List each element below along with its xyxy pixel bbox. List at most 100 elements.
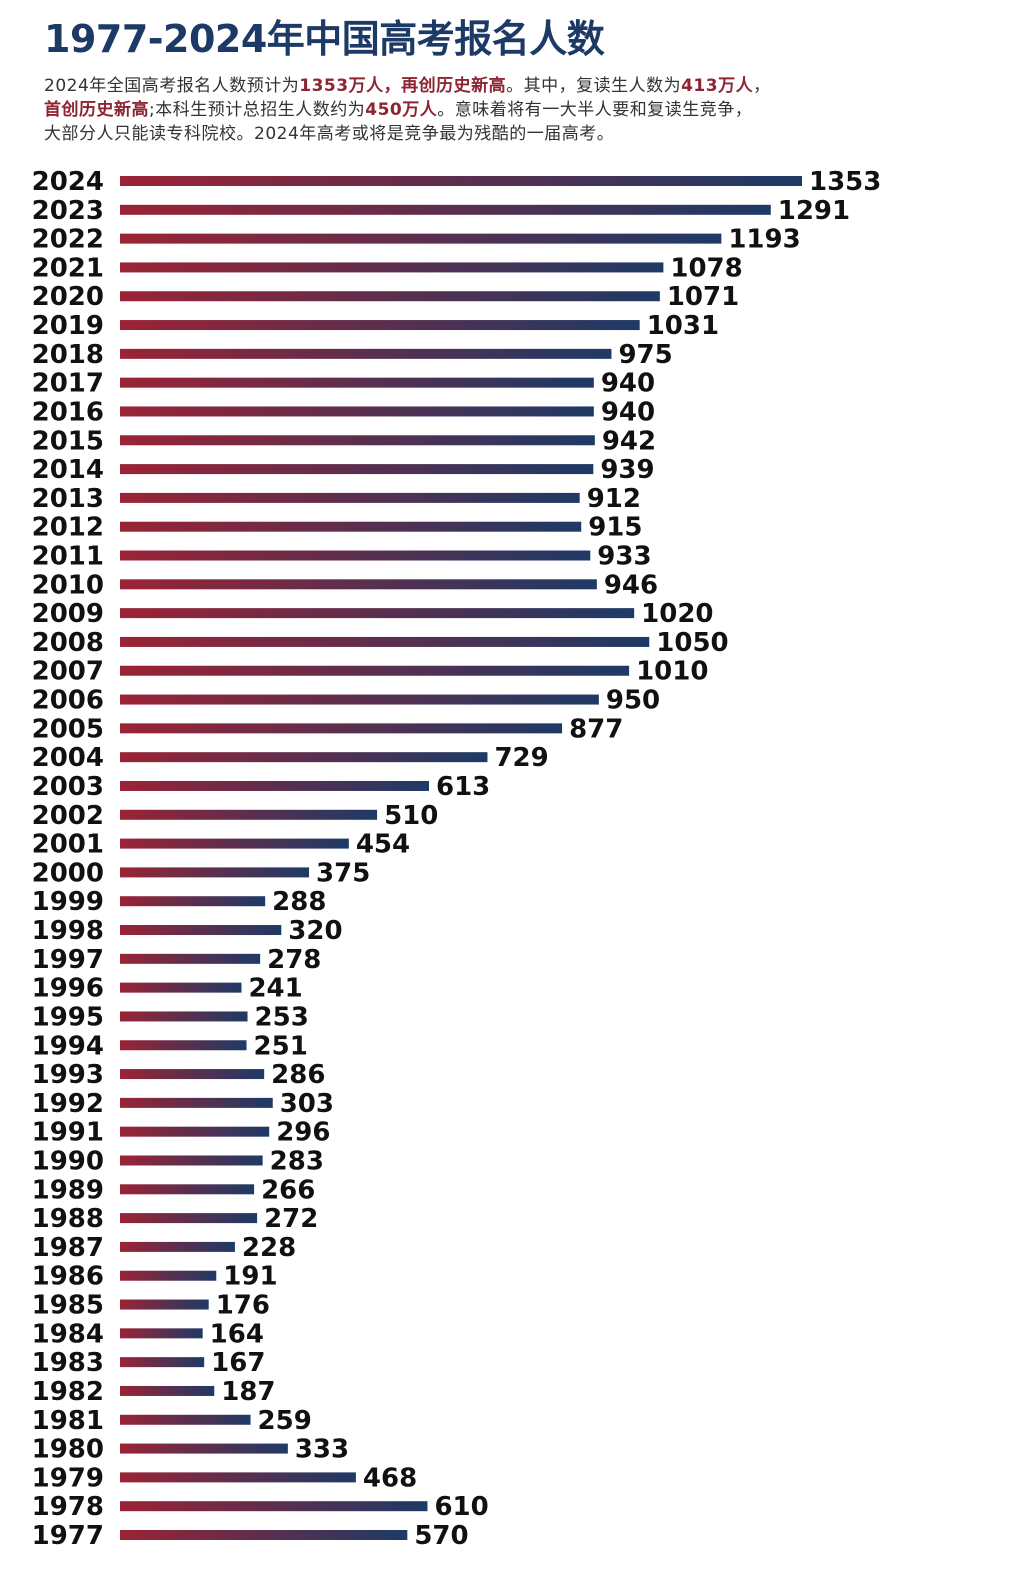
- year-label: 2003: [32, 772, 104, 802]
- bar: [120, 636, 650, 647]
- value-label: 510: [384, 801, 438, 831]
- value-label: 940: [601, 397, 655, 427]
- value-label: 933: [597, 542, 651, 572]
- value-label: 228: [242, 1233, 296, 1263]
- bar: [120, 1414, 251, 1425]
- bar: [120, 694, 599, 705]
- intro-text-run: 。其中，复读生人数为: [506, 76, 682, 96]
- bar: [120, 1184, 255, 1195]
- year-label: 1990: [32, 1146, 104, 1176]
- bar: [120, 1011, 248, 1022]
- year-label: 2006: [32, 686, 104, 716]
- bar: [120, 176, 802, 186]
- value-label: 1010: [636, 657, 708, 687]
- intro-line-1: 2024年全国高考报名人数预计为1353万人，再创历史新高。其中，复读生人数为4…: [44, 74, 944, 98]
- value-label: 975: [618, 340, 672, 370]
- intro-text-run: 大部分人只能读专科院校。2024年高考或将是竞争最为残酷的一届高考。: [44, 124, 615, 144]
- bar: [120, 723, 563, 734]
- year-label: 2000: [32, 858, 104, 888]
- year-label: 1996: [32, 974, 104, 1004]
- bar: [120, 1299, 209, 1310]
- value-label: 176: [216, 1291, 270, 1321]
- bar: [120, 780, 429, 791]
- year-label: 1985: [32, 1291, 104, 1321]
- bar: [120, 550, 591, 561]
- value-label: 241: [248, 974, 302, 1004]
- bar: [120, 262, 664, 273]
- intro-text-run: 。意味着将有一大半人要和复读生竞争，: [437, 100, 753, 120]
- year-label: 1999: [32, 887, 104, 917]
- bar: [120, 982, 242, 993]
- year-label: 2015: [32, 426, 104, 456]
- value-label: 1291: [778, 196, 850, 226]
- year-label: 2012: [32, 513, 104, 543]
- bar: [120, 464, 594, 475]
- bars-group: 2024 1353 2023 1291 2022 1193 2021 1078 2020 1071…: [32, 167, 882, 1551]
- year-label: 1977: [32, 1521, 104, 1551]
- value-label: 164: [210, 1319, 264, 1349]
- value-label: 1031: [647, 311, 719, 341]
- year-label: 2001: [32, 830, 104, 860]
- bar: [120, 809, 378, 820]
- year-label: 2011: [32, 542, 104, 572]
- value-label: 288: [272, 887, 326, 917]
- year-label: 2021: [32, 253, 104, 283]
- year-label: 2019: [32, 311, 104, 341]
- bar: [120, 867, 310, 878]
- bar: [120, 1040, 247, 1051]
- bar: [120, 492, 580, 503]
- value-label: 915: [588, 513, 642, 543]
- year-label: 1995: [32, 1002, 104, 1032]
- intro-line-2: 首创历史新高;本科生预计总招生人数约为450万人。意味着将有一大半人要和复读生竞…: [44, 98, 944, 122]
- page-title: 1977-2024年中国高考报名人数: [44, 17, 605, 61]
- year-label: 1986: [32, 1262, 104, 1292]
- value-label: 613: [436, 772, 490, 802]
- bar: [120, 348, 612, 359]
- bar: [120, 579, 597, 590]
- bar: [120, 1472, 356, 1483]
- bar: [120, 953, 261, 964]
- value-label: 278: [267, 945, 321, 975]
- bar: [120, 1213, 258, 1224]
- year-label: 1981: [32, 1406, 104, 1436]
- year-label: 2024: [32, 167, 104, 197]
- year-label: 2014: [32, 455, 104, 485]
- bar: [120, 435, 595, 446]
- value-label: 266: [261, 1175, 315, 1205]
- intro-text-run: ，: [753, 76, 771, 96]
- year-label: 2023: [32, 196, 104, 226]
- bar: [120, 521, 582, 532]
- value-label: 468: [363, 1463, 417, 1493]
- bar: [120, 291, 660, 302]
- value-label: 1193: [728, 225, 800, 255]
- value-label: 729: [494, 743, 548, 773]
- year-label: 1988: [32, 1204, 104, 1234]
- value-label: 950: [606, 686, 660, 716]
- bar: [120, 1270, 217, 1281]
- year-label: 1980: [32, 1435, 104, 1465]
- year-label: 2010: [32, 570, 104, 600]
- value-label: 187: [221, 1377, 275, 1407]
- value-label: 877: [569, 714, 623, 744]
- bar: [120, 1069, 265, 1080]
- year-label: 1993: [32, 1060, 104, 1090]
- value-label: 454: [356, 830, 410, 860]
- value-label: 912: [587, 484, 641, 514]
- bar: [120, 1443, 288, 1454]
- year-label: 2005: [32, 714, 104, 744]
- bar: [120, 320, 640, 331]
- value-label: 191: [223, 1262, 277, 1292]
- value-label: 251: [254, 1031, 308, 1061]
- bar: [120, 838, 349, 849]
- bar: [120, 1097, 273, 1108]
- intro-text-run: 2024年全国高考报名人数预计为: [44, 76, 300, 96]
- bar: [120, 233, 722, 244]
- bar: [120, 406, 594, 417]
- bar: [120, 1126, 270, 1137]
- intro-text-run: ;本科生预计总招生人数约为: [149, 100, 366, 120]
- value-label: 296: [276, 1118, 330, 1148]
- bar: [120, 1385, 215, 1396]
- year-label: 2017: [32, 369, 104, 399]
- bar: [120, 1328, 203, 1339]
